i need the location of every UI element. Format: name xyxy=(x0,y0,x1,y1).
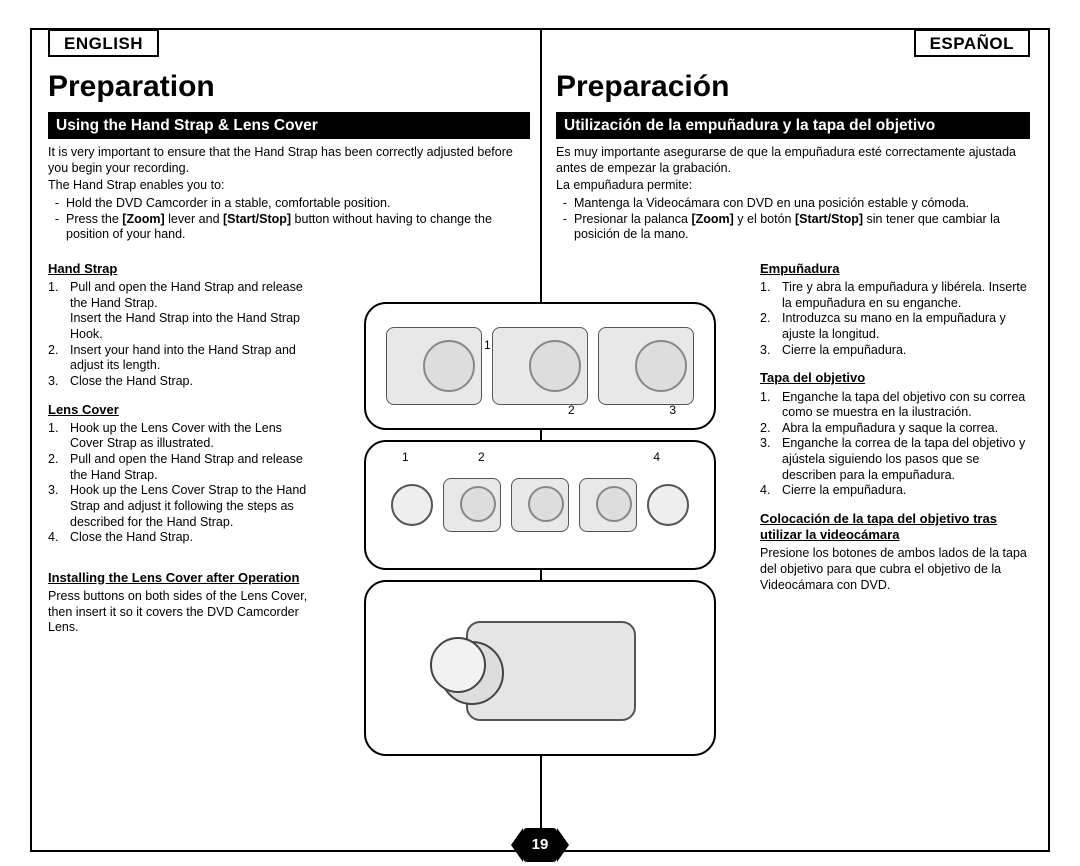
intro2-left: The Hand Strap enables you to: xyxy=(48,178,530,194)
list-item: Pull and open the Hand Strap and release… xyxy=(70,452,308,483)
figure-number: 1 xyxy=(402,450,409,465)
bullet-text: Press the [Zoom] lever and [Start/Stop] … xyxy=(66,212,530,243)
install-title-right: Colocación de la tapa del objetivo tras … xyxy=(760,511,1030,544)
camera-icon xyxy=(443,478,501,532)
install-text-right: Presione los botones de ambos lados de l… xyxy=(760,546,1030,593)
figure-number: 1 xyxy=(484,338,491,353)
list-item: Tire y abra la empuñadura y libérela. In… xyxy=(782,280,1030,311)
list-item: Insert your hand into the Hand Strap and… xyxy=(70,343,308,374)
list-item: Enganche la tapa del objetivo con su cor… xyxy=(782,390,1030,421)
title-left: Preparation xyxy=(48,68,530,106)
bullet-list-right: -Mantenga la Videocámara con DVD en una … xyxy=(556,196,1030,243)
list-item: Close the Hand Strap. xyxy=(70,530,193,546)
install-text-left: Press buttons on both sides of the Lens … xyxy=(48,589,308,636)
lenscap-icon xyxy=(391,484,433,526)
intro1-left: It is very important to ensure that the … xyxy=(48,145,530,176)
figure-install-cover xyxy=(364,580,716,756)
camera-icon xyxy=(492,327,588,405)
left-subsections: Hand Strap 1.Pull and open the Hand Stra… xyxy=(48,249,308,636)
right-subsections: Empuñadura 1.Tire y abra la empuñadura y… xyxy=(760,249,1030,593)
list-item: Introduzca su mano en la empuñadura y aj… xyxy=(782,311,1030,342)
figure-number: 2 xyxy=(568,403,575,418)
language-tab-spanish: ESPAÑOL xyxy=(914,29,1030,57)
install-title-left: Installing the Lens Cover after Operatio… xyxy=(48,570,308,586)
figure-number: 4 xyxy=(653,450,660,465)
lenscap-icon xyxy=(647,484,689,526)
list-item: Hook up the Lens Cover Strap to the Hand… xyxy=(70,483,308,530)
page-number-badge: 19 xyxy=(523,828,557,862)
bullet-text: Presionar la palanca [Zoom] y el botón [… xyxy=(574,212,1030,243)
hand-strap-title-right: Empuñadura xyxy=(760,261,1030,277)
list-item: Enganche la correa de la tapa del objeti… xyxy=(782,436,1030,483)
list-item: Close the Hand Strap. xyxy=(70,374,193,390)
figure-stack: 1 2 3 1 2 4 xyxy=(364,302,716,756)
bullet-list-left: -Hold the DVD Camcorder in a stable, com… xyxy=(48,196,530,243)
camera-icon xyxy=(386,327,482,405)
figure-lens-cover: 1 2 4 xyxy=(364,440,716,570)
bullet-text: Hold the DVD Camcorder in a stable, comf… xyxy=(66,196,390,212)
figure-number: 3 xyxy=(669,403,676,418)
figure-number: 2 xyxy=(478,450,485,465)
camera-icon xyxy=(598,327,694,405)
figure-hand-strap: 1 2 3 xyxy=(364,302,716,430)
intro2-right: La empuñadura permite: xyxy=(556,178,1030,194)
section-bar-right: Utilización de la empuñadura y la tapa d… xyxy=(556,112,1030,139)
lens-cover-title-left: Lens Cover xyxy=(48,402,308,418)
camera-large-icon xyxy=(430,593,650,743)
language-tab-english: ENGLISH xyxy=(48,29,159,57)
lens-cover-title-right: Tapa del objetivo xyxy=(760,370,1030,386)
bullet-text: Mantenga la Videocámara con DVD en una p… xyxy=(574,196,969,212)
intro1-right: Es muy importante asegurarse de que la e… xyxy=(556,145,1030,176)
section-bar-left: Using the Hand Strap & Lens Cover xyxy=(48,112,530,139)
list-item: Abra la empuñadura y saque la correa. xyxy=(782,421,998,437)
camera-icon xyxy=(511,478,569,532)
title-right: Preparación xyxy=(556,68,1030,106)
list-item: Cierre la empuñadura. xyxy=(782,343,906,359)
list-item: Cierre la empuñadura. xyxy=(782,483,906,499)
hand-strap-title-left: Hand Strap xyxy=(48,261,308,277)
list-item: Pull and open the Hand Strap and release… xyxy=(70,280,308,343)
camera-icon xyxy=(579,478,637,532)
list-item: Hook up the Lens Cover with the Lens Cov… xyxy=(70,421,308,452)
